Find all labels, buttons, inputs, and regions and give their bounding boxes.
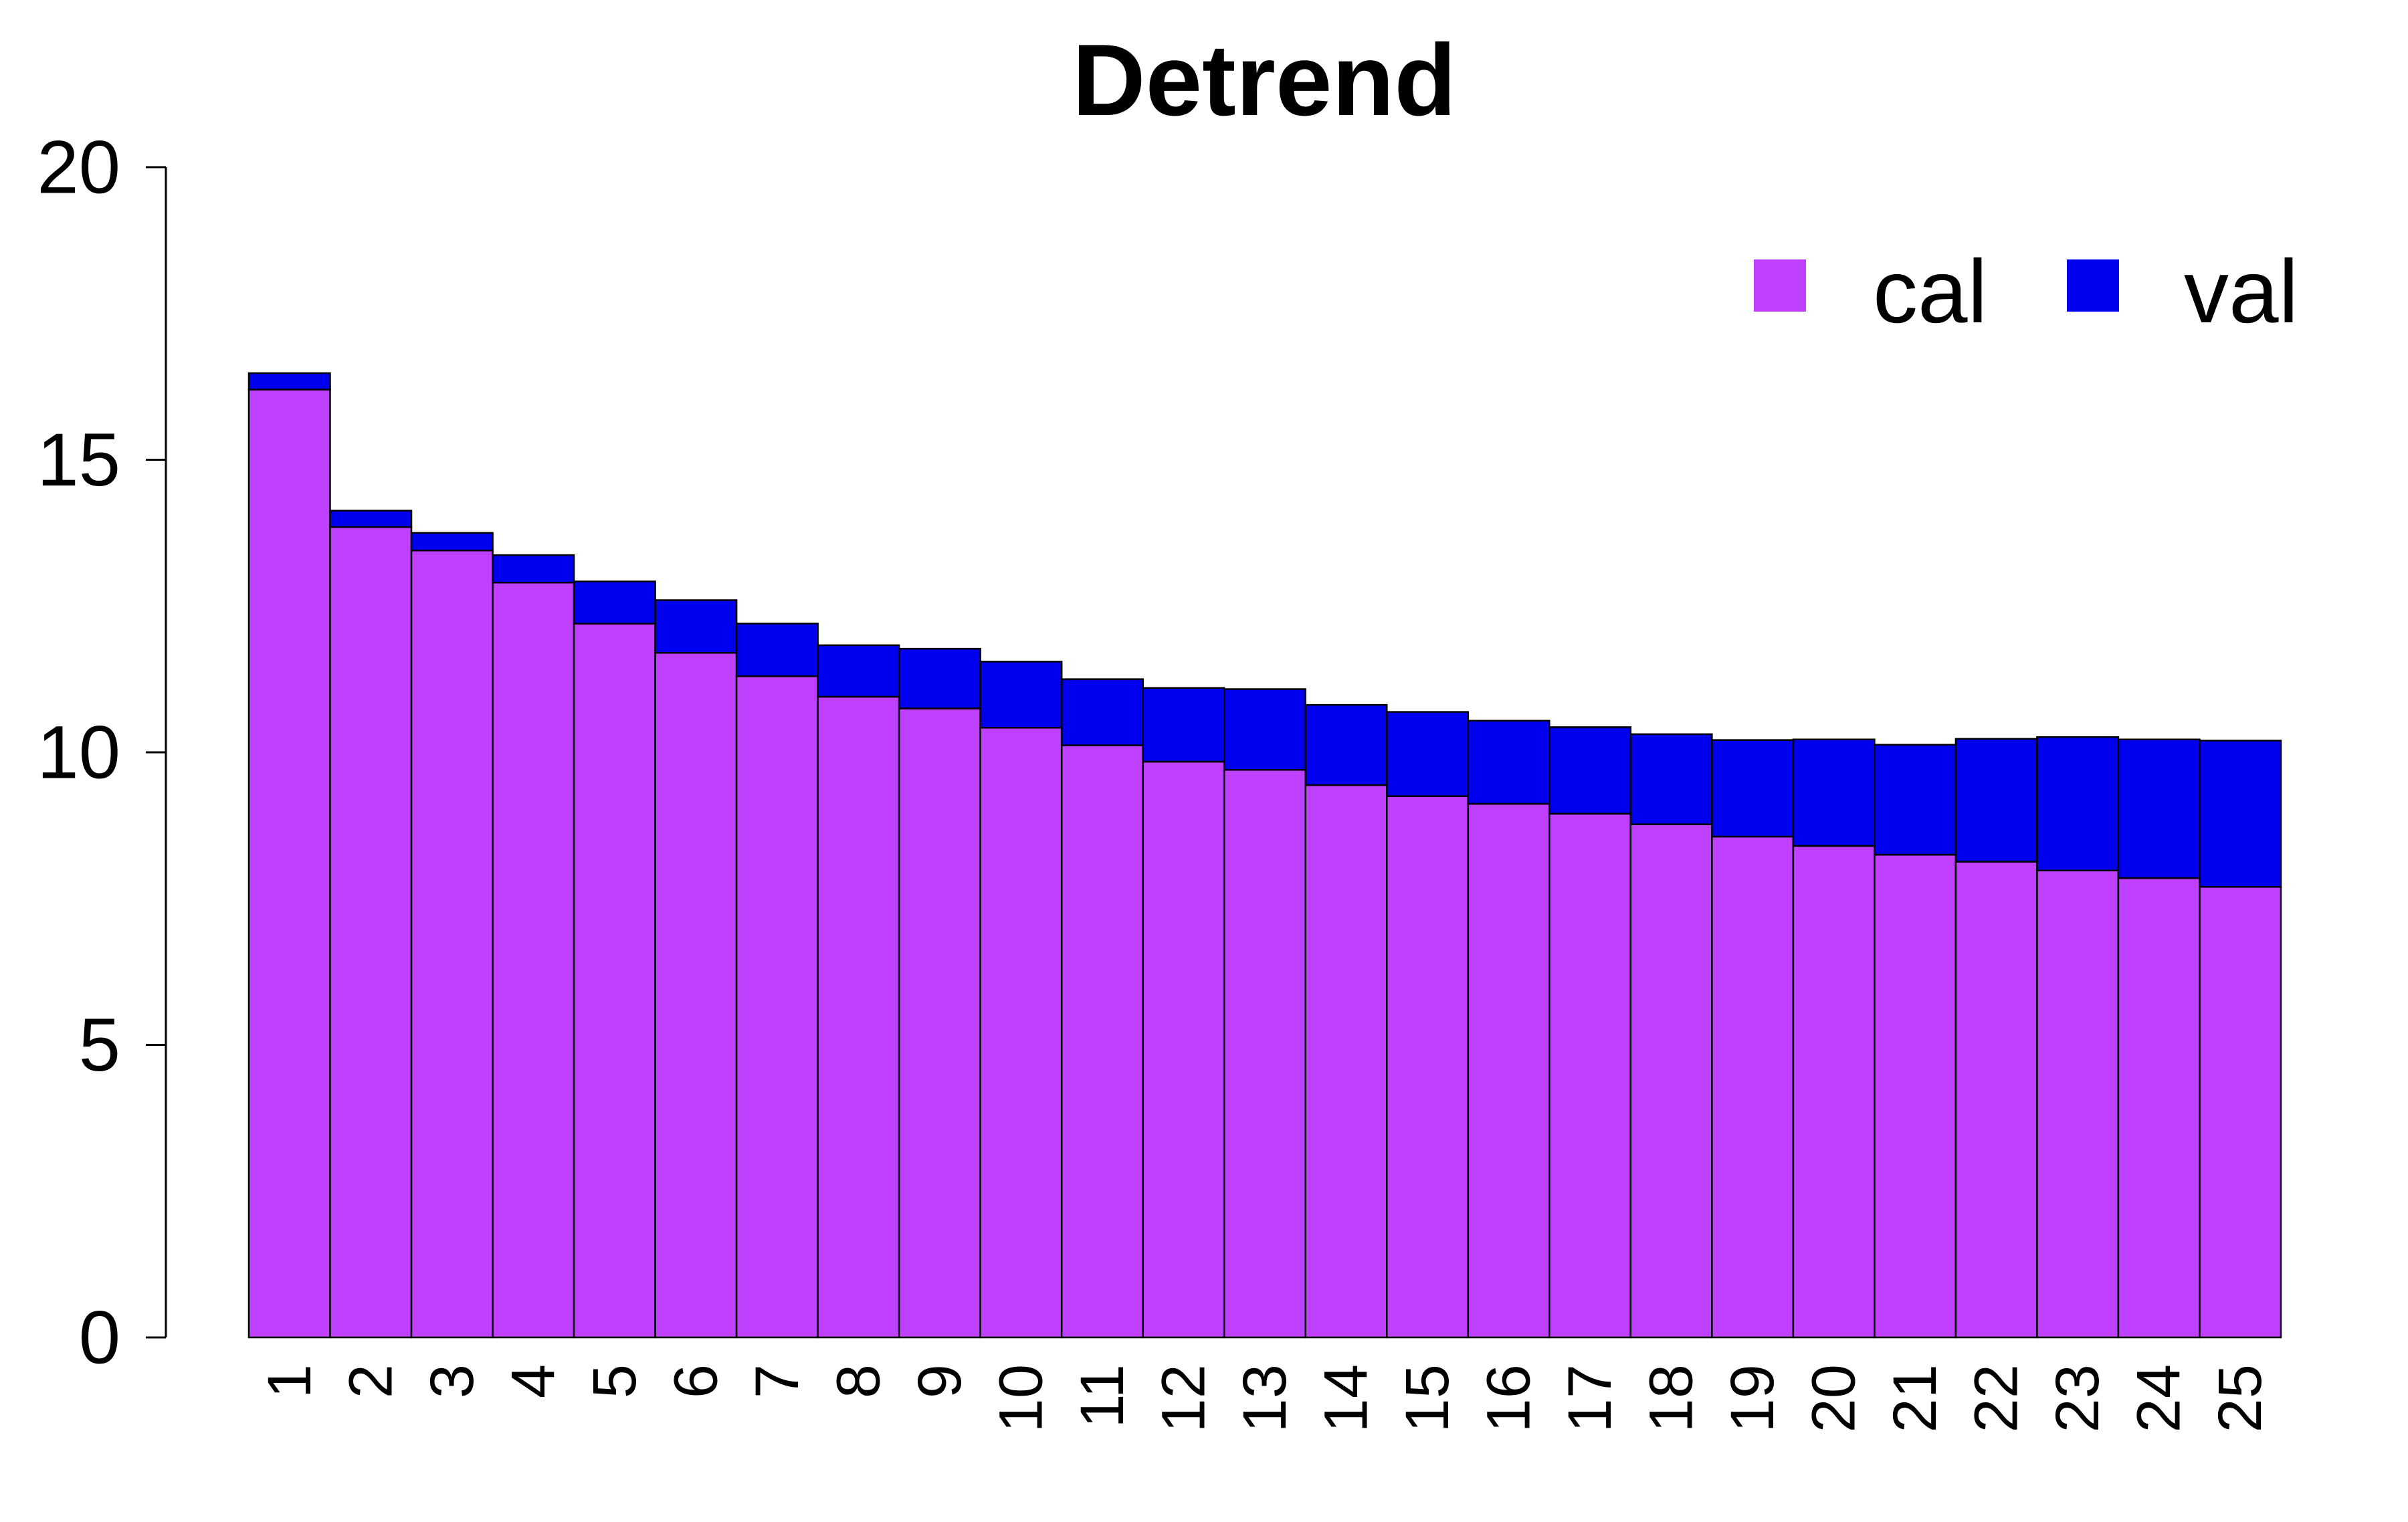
bar-val-19 — [1711, 739, 1795, 838]
x-tick-label-22: 22 — [1963, 1364, 2031, 1432]
bar-val-25 — [2199, 740, 2282, 888]
bar-cal-10 — [979, 727, 1063, 1339]
legend-label-val: val — [2184, 242, 2298, 342]
bar-val-12 — [1142, 687, 1225, 763]
x-tick-label-2: 2 — [336, 1364, 405, 1398]
bar-val-23 — [2036, 736, 2120, 871]
bar-val-14 — [1304, 703, 1388, 786]
x-tick-label-16: 16 — [1475, 1364, 1543, 1432]
x-tick-label-23: 23 — [2043, 1364, 2112, 1432]
bar-val-1 — [247, 372, 331, 391]
bar-cal-13 — [1223, 769, 1307, 1339]
bar-val-18 — [1629, 733, 1713, 825]
x-tick-label-8: 8 — [824, 1364, 892, 1398]
bar-cal-25 — [2199, 886, 2282, 1339]
bar-val-5 — [573, 580, 656, 625]
bars-group — [247, 372, 2282, 1339]
x-tick-label-24: 24 — [2125, 1364, 2193, 1432]
bar-cal-16 — [1467, 802, 1550, 1339]
x-tick-label-19: 19 — [1718, 1364, 1787, 1432]
bar-val-22 — [1954, 738, 2038, 863]
chart-title: Detrend — [1072, 23, 1456, 137]
x-tick-label-15: 15 — [1393, 1364, 1462, 1432]
bar-cal-7 — [735, 675, 819, 1339]
y-axis: 0 5 10 15 20 — [37, 126, 167, 1380]
y-tick-label-0: 0 — [79, 1296, 120, 1380]
bar-val-8 — [817, 644, 900, 698]
x-tick-label-5: 5 — [581, 1364, 649, 1398]
x-tick-label-18: 18 — [1637, 1364, 1706, 1432]
x-tick-label-7: 7 — [743, 1364, 811, 1398]
y-tick-label-20: 20 — [37, 126, 120, 209]
bar-cal-12 — [1142, 760, 1225, 1339]
x-tick-label-1: 1 — [256, 1364, 324, 1398]
bar-cal-19 — [1711, 835, 1795, 1339]
bar-val-17 — [1548, 726, 1632, 815]
bar-cal-8 — [817, 695, 900, 1339]
bar-cal-18 — [1629, 823, 1713, 1339]
legend-swatch-cal — [1754, 259, 1806, 312]
bar-cal-1 — [247, 389, 331, 1339]
bar-cal-15 — [1386, 795, 1470, 1339]
bar-cal-24 — [2117, 877, 2201, 1339]
bar-val-21 — [1874, 744, 1957, 856]
legend-swatch-val — [2067, 259, 2119, 312]
bar-val-7 — [735, 623, 819, 677]
bar-cal-5 — [573, 623, 656, 1339]
y-tick-label-15: 15 — [37, 418, 120, 502]
bar-val-11 — [1060, 678, 1144, 746]
bar-val-6 — [654, 599, 738, 654]
x-tick-label-12: 12 — [1149, 1364, 1217, 1432]
bar-cal-21 — [1874, 853, 1957, 1339]
bar-val-10 — [979, 661, 1063, 729]
bar-cal-23 — [2036, 869, 2120, 1339]
legend-label-cal: cal — [1873, 242, 1987, 342]
x-tick-label-4: 4 — [499, 1364, 567, 1398]
bar-cal-17 — [1548, 812, 1632, 1339]
bar-val-2 — [329, 510, 413, 528]
y-tick-label-10: 10 — [37, 711, 120, 794]
bar-val-9 — [898, 647, 981, 710]
bar-cal-4 — [492, 582, 575, 1339]
legend: cal val — [1754, 242, 2298, 342]
y-tick-label-5: 5 — [79, 1003, 120, 1087]
bar-cal-14 — [1304, 784, 1388, 1339]
x-tick-label-6: 6 — [662, 1364, 730, 1398]
x-tick-label-20: 20 — [1800, 1364, 1868, 1432]
bar-val-15 — [1386, 711, 1470, 797]
x-tick-label-21: 21 — [1881, 1364, 1949, 1432]
x-tick-label-11: 11 — [1068, 1364, 1136, 1428]
bar-cal-22 — [1954, 861, 2038, 1339]
bar-cal-9 — [898, 708, 981, 1339]
bar-val-16 — [1467, 720, 1550, 805]
bar-cal-6 — [654, 652, 738, 1339]
x-tick-label-9: 9 — [906, 1364, 974, 1398]
x-tick-label-14: 14 — [1312, 1364, 1381, 1432]
bar-cal-3 — [410, 549, 494, 1339]
bar-cal-20 — [1792, 845, 1876, 1339]
x-axis-labels: 1 2 3 4 5 6 7 8 9 10 11 12 13 14 15 16 17 18 19 20 21 22 23 24 2… — [256, 1364, 2274, 1432]
bar-val-3 — [410, 532, 494, 552]
x-tick-label-3: 3 — [418, 1364, 486, 1398]
bar-val-24 — [2117, 738, 2201, 879]
x-tick-label-13: 13 — [1231, 1364, 1299, 1432]
bar-cal-11 — [1060, 744, 1144, 1339]
x-tick-label-25: 25 — [2206, 1364, 2274, 1432]
x-tick-label-10: 10 — [987, 1364, 1055, 1432]
bar-val-20 — [1792, 738, 1876, 847]
bar-cal-2 — [329, 526, 413, 1339]
x-tick-label-17: 17 — [1556, 1364, 1624, 1432]
bar-val-4 — [492, 554, 575, 584]
bar-val-13 — [1223, 688, 1307, 771]
